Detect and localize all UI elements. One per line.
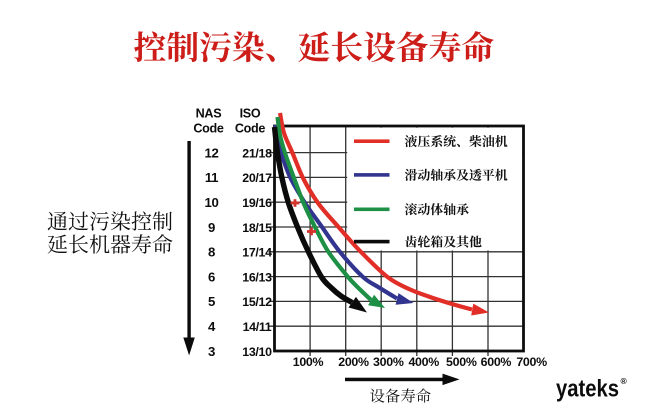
svg-text:11: 11: [205, 170, 218, 185]
svg-text:600%: 600%: [481, 355, 512, 369]
svg-text:12: 12: [204, 145, 218, 160]
svg-text:13/10: 13/10: [242, 345, 272, 359]
svg-text:Code: Code: [193, 121, 224, 135]
svg-text:17/14: 17/14: [242, 246, 272, 260]
svg-text:NAS: NAS: [196, 107, 222, 121]
svg-text:5: 5: [208, 294, 215, 309]
svg-text:15/12: 15/12: [242, 295, 272, 309]
svg-text:®: ®: [621, 376, 628, 386]
svg-text:3: 3: [208, 344, 215, 359]
svg-text:4: 4: [208, 319, 216, 334]
svg-text:21/18: 21/18: [242, 146, 272, 160]
svg-text:20/17: 20/17: [242, 171, 272, 185]
svg-text:10: 10: [204, 195, 218, 210]
svg-text:100%: 100%: [293, 355, 324, 369]
svg-text:16/13: 16/13: [242, 270, 272, 284]
svg-text:500%: 500%: [446, 355, 477, 369]
svg-text:300%: 300%: [373, 355, 404, 369]
svg-text:18/15: 18/15: [242, 221, 272, 235]
svg-text:6: 6: [208, 269, 215, 284]
svg-text:Code: Code: [235, 121, 266, 135]
svg-text:700%: 700%: [516, 355, 547, 369]
svg-text:ISO: ISO: [240, 107, 261, 121]
svg-text:8: 8: [208, 245, 215, 260]
svg-text:9: 9: [208, 220, 215, 235]
svg-text:19/16: 19/16: [242, 196, 272, 210]
svg-text:400%: 400%: [408, 355, 439, 369]
svg-text:14/11: 14/11: [243, 320, 272, 334]
svg-text:200%: 200%: [338, 355, 369, 369]
svg-text:yateks: yateks: [556, 375, 619, 402]
